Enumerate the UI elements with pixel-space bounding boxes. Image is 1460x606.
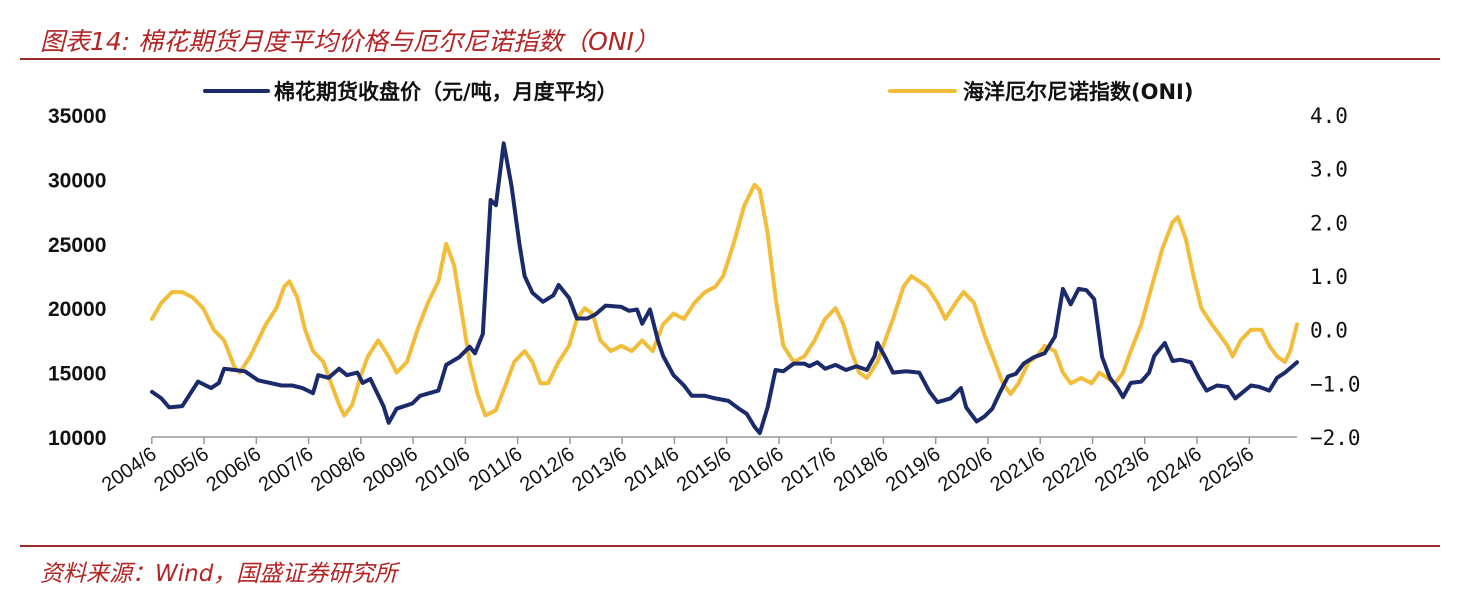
x-tick-label: 2025/6	[1195, 443, 1258, 496]
series-line-cotton	[150, 141, 1299, 436]
x-tick-label: 2013/6	[568, 443, 631, 496]
bottom-rule	[20, 545, 1440, 547]
legend-label-oni: 海洋厄尔尼诺指数(ONI)	[963, 80, 1193, 104]
x-axis-ticks: 2004/62005/62006/62007/62008/62009/62010…	[98, 437, 1258, 496]
x-tick-label: 2016/6	[725, 443, 788, 496]
x-tick-label: 2011/6	[465, 443, 527, 495]
right-tick-label: 2.0	[1310, 211, 1348, 235]
right-tick-label: −1.0	[1310, 372, 1361, 396]
x-tick-label: 2006/6	[202, 443, 265, 496]
x-tick-label: 2024/6	[1143, 443, 1206, 496]
x-tick-label: 2007/6	[255, 443, 318, 496]
left-tick-label: 30000	[48, 169, 106, 192]
x-tick-label: 2017/6	[777, 443, 840, 496]
left-tick-label: 15000	[48, 363, 106, 386]
top-rule	[20, 58, 1440, 60]
legend: 棉花期货收盘价（元/吨，月度平均） 海洋厄尔尼诺指数(ONI)	[203, 80, 1193, 104]
legend-label-cotton: 棉花期货收盘价（元/吨，月度平均）	[274, 80, 618, 104]
x-tick-label: 2012/6	[516, 443, 579, 496]
series-line-oni	[150, 182, 1299, 418]
right-tick-label: 3.0	[1310, 158, 1348, 182]
x-tick-label: 2019/6	[882, 443, 945, 496]
x-tick-label: 2005/6	[150, 443, 213, 496]
source-note: 资料来源：Wind，国盛证券研究所	[40, 561, 398, 587]
left-axis-ticks: 35000 30000 25000 20000 15000 10000	[48, 105, 106, 450]
x-tick-label: 2008/6	[307, 443, 370, 496]
x-tick-label: 2010/6	[412, 443, 475, 496]
right-tick-label: 0.0	[1310, 319, 1348, 343]
x-tick-label: 2023/6	[1091, 443, 1154, 496]
chart-title: 图表14: 棉花期货月度平均价格与厄尔尼诺指数（ONI）	[40, 27, 659, 56]
right-tick-label: −2.0	[1310, 426, 1361, 450]
left-tick-label: 35000	[48, 105, 106, 128]
x-tick-label: 2021/6	[986, 443, 1049, 496]
x-tick-label: 2020/6	[934, 443, 997, 496]
x-tick-label: 2022/6	[1039, 443, 1102, 496]
x-tick-label: 2004/6	[98, 443, 161, 496]
x-tick-label: 2014/6	[621, 443, 684, 496]
left-tick-label: 25000	[48, 234, 106, 257]
left-tick-label: 10000	[48, 427, 106, 450]
right-tick-label: 4.0	[1310, 104, 1348, 128]
right-tick-label: 1.0	[1310, 265, 1348, 289]
series-lines	[150, 141, 1299, 436]
right-axis-ticks: 4.0 3.0 2.0 1.0 0.0 −1.0 −2.0	[1310, 104, 1361, 450]
x-tick-label: 2018/6	[830, 443, 893, 496]
x-tick-label: 2009/6	[359, 443, 422, 496]
left-tick-label: 20000	[48, 298, 106, 321]
x-tick-label: 2015/6	[673, 443, 736, 496]
